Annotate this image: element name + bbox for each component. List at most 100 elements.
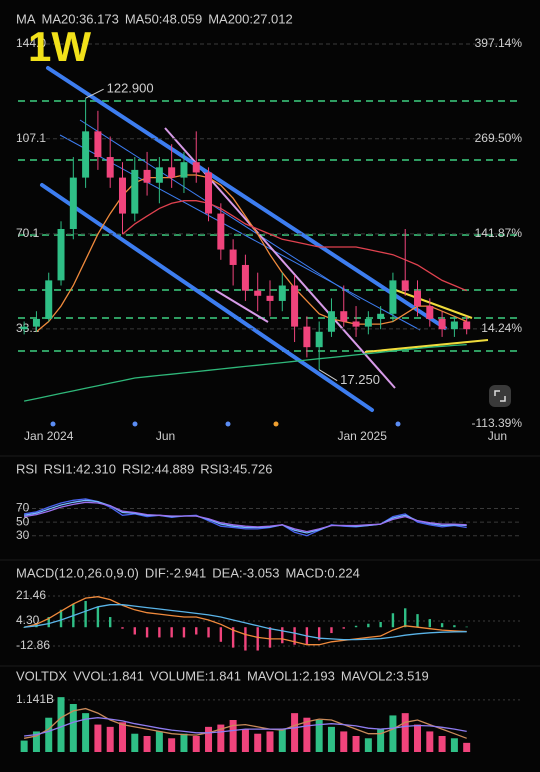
legend-entry: VVOL:1.841: [73, 668, 144, 683]
volume-bar: [57, 697, 65, 752]
histogram-bar: [59, 609, 63, 628]
annotation-leader: [85, 88, 104, 99]
volume-bar: [414, 724, 422, 752]
legend-entry: MAVOL2:3.519: [341, 668, 429, 683]
candle-body: [450, 321, 458, 330]
y2-tick-label: 14.24%: [481, 321, 522, 335]
candle-body: [69, 177, 77, 229]
candle-body: [241, 264, 249, 291]
event-dot: [50, 421, 56, 427]
trend-line: [59, 134, 421, 331]
y-tick-label: -12.86: [16, 638, 50, 652]
volume-bar: [340, 731, 348, 752]
x-tick-label: Jan 2025: [337, 429, 387, 443]
histogram-bar: [231, 627, 235, 648]
histogram-bar: [244, 627, 247, 651]
indicator-line: [35, 174, 467, 333]
candle-body: [340, 311, 348, 322]
volume-bar: [364, 738, 372, 752]
candle-body: [414, 290, 422, 307]
annotation: 122.900: [107, 81, 154, 96]
candle-body: [364, 318, 372, 327]
candle-body: [118, 177, 126, 214]
y2-tick-label: 397.14%: [475, 36, 523, 50]
candle-body: [327, 311, 335, 332]
candle-body: [352, 321, 360, 327]
expand-button[interactable]: [489, 385, 511, 407]
volume-bar: [45, 717, 53, 752]
volume-bar: [291, 713, 299, 752]
y2-tick-label: 269.50%: [475, 131, 523, 145]
candle-body: [20, 326, 28, 330]
volume-bar: [131, 733, 139, 752]
histogram-bar: [293, 627, 296, 645]
legend-entry: MACD(12.0,26.0,9.0): [16, 565, 139, 580]
legend-entry: MA50:48.059: [125, 11, 202, 26]
legend-entry: RSI1:42.310: [44, 461, 116, 476]
period-label: 1W: [28, 23, 91, 70]
volume-bar: [180, 733, 188, 752]
volume-bar: [205, 726, 213, 752]
candle-body: [389, 280, 397, 314]
histogram-bar: [440, 623, 444, 628]
volume-bar: [278, 729, 286, 752]
volume-bar: [229, 720, 237, 752]
histogram-bar: [453, 625, 456, 628]
candle-body: [278, 285, 286, 301]
event-dot: [132, 421, 138, 427]
candle-body: [155, 167, 163, 183]
event-dot: [225, 421, 231, 427]
drawings: [18, 66, 522, 412]
histogram-bar: [281, 627, 284, 644]
volume-bar: [389, 715, 397, 752]
candle-body: [217, 213, 225, 250]
volume-bar: [438, 736, 446, 752]
candle-body: [205, 172, 213, 214]
indicator-line: [23, 596, 467, 646]
y-tick-label: 107.1: [16, 131, 46, 145]
volume-bar: [143, 736, 151, 752]
volume-bar: [450, 738, 458, 752]
candle-body: [426, 306, 434, 319]
candle-body: [57, 228, 65, 281]
candle-body: [291, 285, 299, 327]
legend-entry: MA20:36.173: [42, 11, 119, 26]
expand-button-bg[interactable]: [489, 385, 511, 407]
volume-bar: [266, 731, 274, 752]
candle-body: [180, 162, 188, 178]
candle-body: [45, 280, 53, 319]
legend-entry: MA200:27.012: [208, 11, 293, 26]
legend-entry: MA: [16, 11, 36, 26]
legend-entry: DEA:-3.053: [212, 565, 279, 580]
trend-line: [389, 287, 473, 319]
annotation-leader: [318, 369, 338, 382]
y-tick-label: 30: [16, 528, 30, 542]
legend-entry: MAVOL1:2.193: [247, 668, 335, 683]
legend-entry: DIF:-2.941: [145, 565, 206, 580]
candle-body: [254, 290, 262, 296]
y-tick-label: 21.46: [16, 588, 46, 602]
histogram-bar: [207, 627, 210, 638]
y-tick-label: 4.30: [16, 613, 40, 627]
histogram-bar: [182, 627, 186, 638]
legend-entry: MACD:0.224: [285, 565, 359, 580]
event-dot: [395, 421, 401, 427]
expand-icon: [494, 390, 506, 402]
trend-line: [364, 339, 489, 353]
event-dot: [273, 421, 279, 427]
candle-body: [229, 249, 237, 265]
volume-bar: [401, 713, 409, 752]
histogram-bar: [367, 623, 370, 628]
histogram-bar: [465, 626, 468, 628]
volume-bar: [94, 724, 102, 752]
candle-body: [266, 295, 274, 301]
volume-bar: [254, 733, 262, 752]
candle-body: [377, 313, 385, 319]
candle-body: [32, 318, 40, 327]
volume-bar: [327, 726, 335, 752]
histogram-bar: [428, 619, 432, 628]
histogram-bar: [47, 617, 50, 628]
volume-bar: [168, 738, 176, 752]
